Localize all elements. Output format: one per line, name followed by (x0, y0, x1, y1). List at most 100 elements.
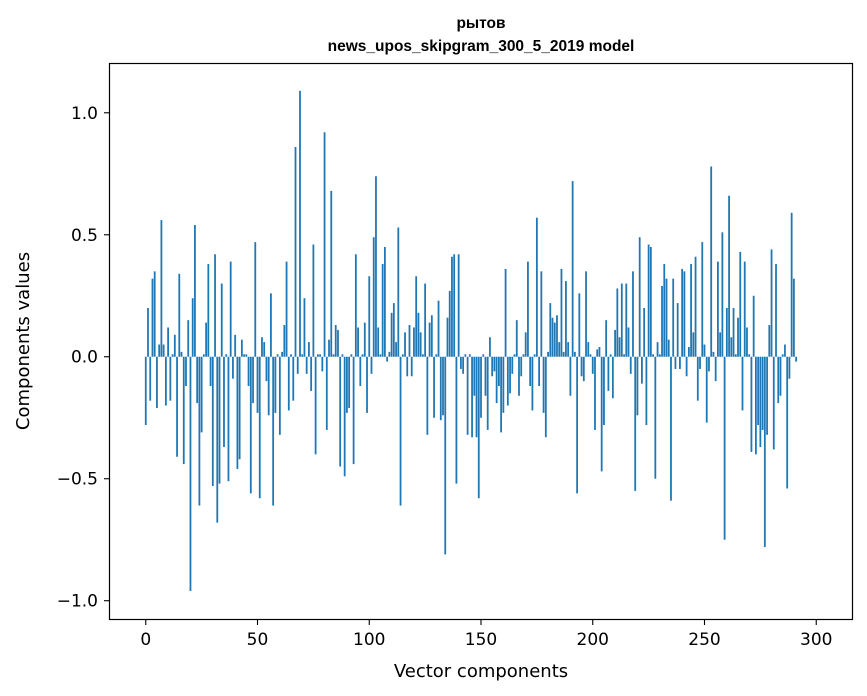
bar-component-201 (594, 356, 596, 430)
bar-component-60 (278, 356, 281, 435)
bar-component-202 (596, 349, 599, 357)
bar-component-55 (267, 356, 270, 416)
bar-component-114 (399, 356, 402, 506)
bar-component-91 (348, 356, 351, 408)
bar-component-185 (558, 342, 561, 357)
bar-component-245 (692, 332, 695, 357)
bar-component-30 (211, 356, 214, 487)
bar-component-264 (734, 354, 737, 357)
bar-component-207 (607, 356, 610, 391)
bar-component-196 (582, 356, 585, 382)
bar-component-199 (589, 354, 592, 357)
bar-component-106 (381, 264, 384, 357)
bar-component-110 (390, 312, 393, 357)
bar-component-260 (725, 307, 728, 357)
bar-component-68 (296, 356, 299, 374)
bar-component-32 (216, 356, 219, 523)
bar-component-257 (719, 332, 722, 357)
bar-component-194 (578, 293, 581, 357)
bar-component-281 (772, 356, 775, 450)
bar-component-47 (249, 356, 252, 494)
bar-component-3 (151, 278, 154, 357)
plot-frame (108, 62, 854, 621)
bar-component-0 (144, 356, 147, 426)
chart-title-model: news_upos_skipgram_300_5_2019 model (328, 38, 635, 55)
bar-component-270 (748, 354, 751, 357)
y-axis-label: Components values (13, 252, 34, 430)
bar-component-268 (743, 261, 746, 357)
bar-component-229 (656, 342, 659, 357)
bar-component-204 (600, 356, 603, 472)
bar-component-34 (220, 283, 223, 357)
bar-component-36 (225, 354, 228, 357)
bar-component-7 (160, 220, 163, 357)
bar-component-227 (652, 354, 654, 357)
bar-component-210 (614, 329, 616, 357)
bar-component-14 (176, 356, 178, 457)
x-tick-label: 300 (800, 630, 832, 650)
bar-component-288 (788, 356, 791, 379)
bar-component-23 (196, 356, 199, 404)
bar-component-284 (779, 356, 782, 396)
chart-title-word: рытов (456, 15, 505, 32)
bar-component-75 (312, 244, 315, 357)
bar-component-115 (401, 354, 404, 357)
bar-component-181 (549, 303, 552, 357)
bar-component-273 (755, 356, 757, 455)
bar-component-41 (236, 356, 239, 469)
bar-component-236 (672, 278, 675, 357)
bar-component-152 (484, 356, 487, 396)
bar-component-271 (750, 356, 753, 452)
bar-component-167 (518, 356, 520, 396)
bar-component-226 (649, 246, 652, 357)
bar-component-87 (339, 356, 342, 467)
x-tick-label: 250 (688, 630, 720, 650)
bar-component-163 (509, 356, 511, 394)
bar-component-208 (609, 354, 612, 357)
bar-component-122 (417, 312, 420, 357)
bar-component-84 (332, 354, 335, 357)
bar-component-156 (493, 356, 496, 372)
bar-component-169 (522, 354, 525, 357)
bar-component-254 (712, 351, 715, 357)
bar-component-61 (281, 351, 283, 357)
bar-component-96 (359, 356, 362, 387)
bar-component-147 (473, 356, 476, 396)
bar-component-79 (321, 356, 324, 372)
bar-component-134 (444, 356, 447, 555)
bar-component-253 (710, 166, 713, 357)
bar-component-186 (560, 268, 563, 357)
bar-component-101 (370, 356, 373, 374)
bar-component-130 (435, 354, 438, 357)
bar-component-251 (705, 356, 708, 423)
bar-component-222 (641, 356, 643, 384)
bar-component-150 (480, 356, 482, 418)
bar-component-269 (746, 327, 748, 357)
bar-component-151 (482, 354, 485, 357)
bar-component-43 (240, 339, 243, 357)
y-axis-ticks: −1.0 −0.5 0.0 0.5 1.0 (57, 104, 110, 612)
bar-component-248 (699, 356, 701, 369)
bar-component-246 (694, 256, 697, 357)
bar-component-100 (368, 276, 371, 357)
bar-component-166 (515, 320, 518, 357)
bar-component-232 (663, 264, 666, 357)
bar-component-240 (681, 268, 684, 357)
bar-component-99 (366, 356, 368, 413)
bar-component-215 (625, 283, 628, 357)
bar-component-89 (343, 356, 346, 477)
bar-component-165 (513, 354, 516, 357)
bar-component-216 (627, 327, 630, 357)
x-tick-label: 100 (353, 630, 385, 650)
bar-component-74 (310, 356, 313, 391)
x-axis-label: Vector components (394, 661, 568, 682)
bar-component-168 (520, 356, 523, 377)
x-tick-label: 50 (247, 630, 269, 650)
bar-component-54 (265, 356, 268, 382)
bar-component-127 (428, 322, 431, 357)
bar-component-103 (375, 176, 377, 357)
bar-component-31 (214, 254, 216, 357)
bar-component-116 (404, 332, 406, 357)
bar-component-21 (191, 298, 194, 357)
